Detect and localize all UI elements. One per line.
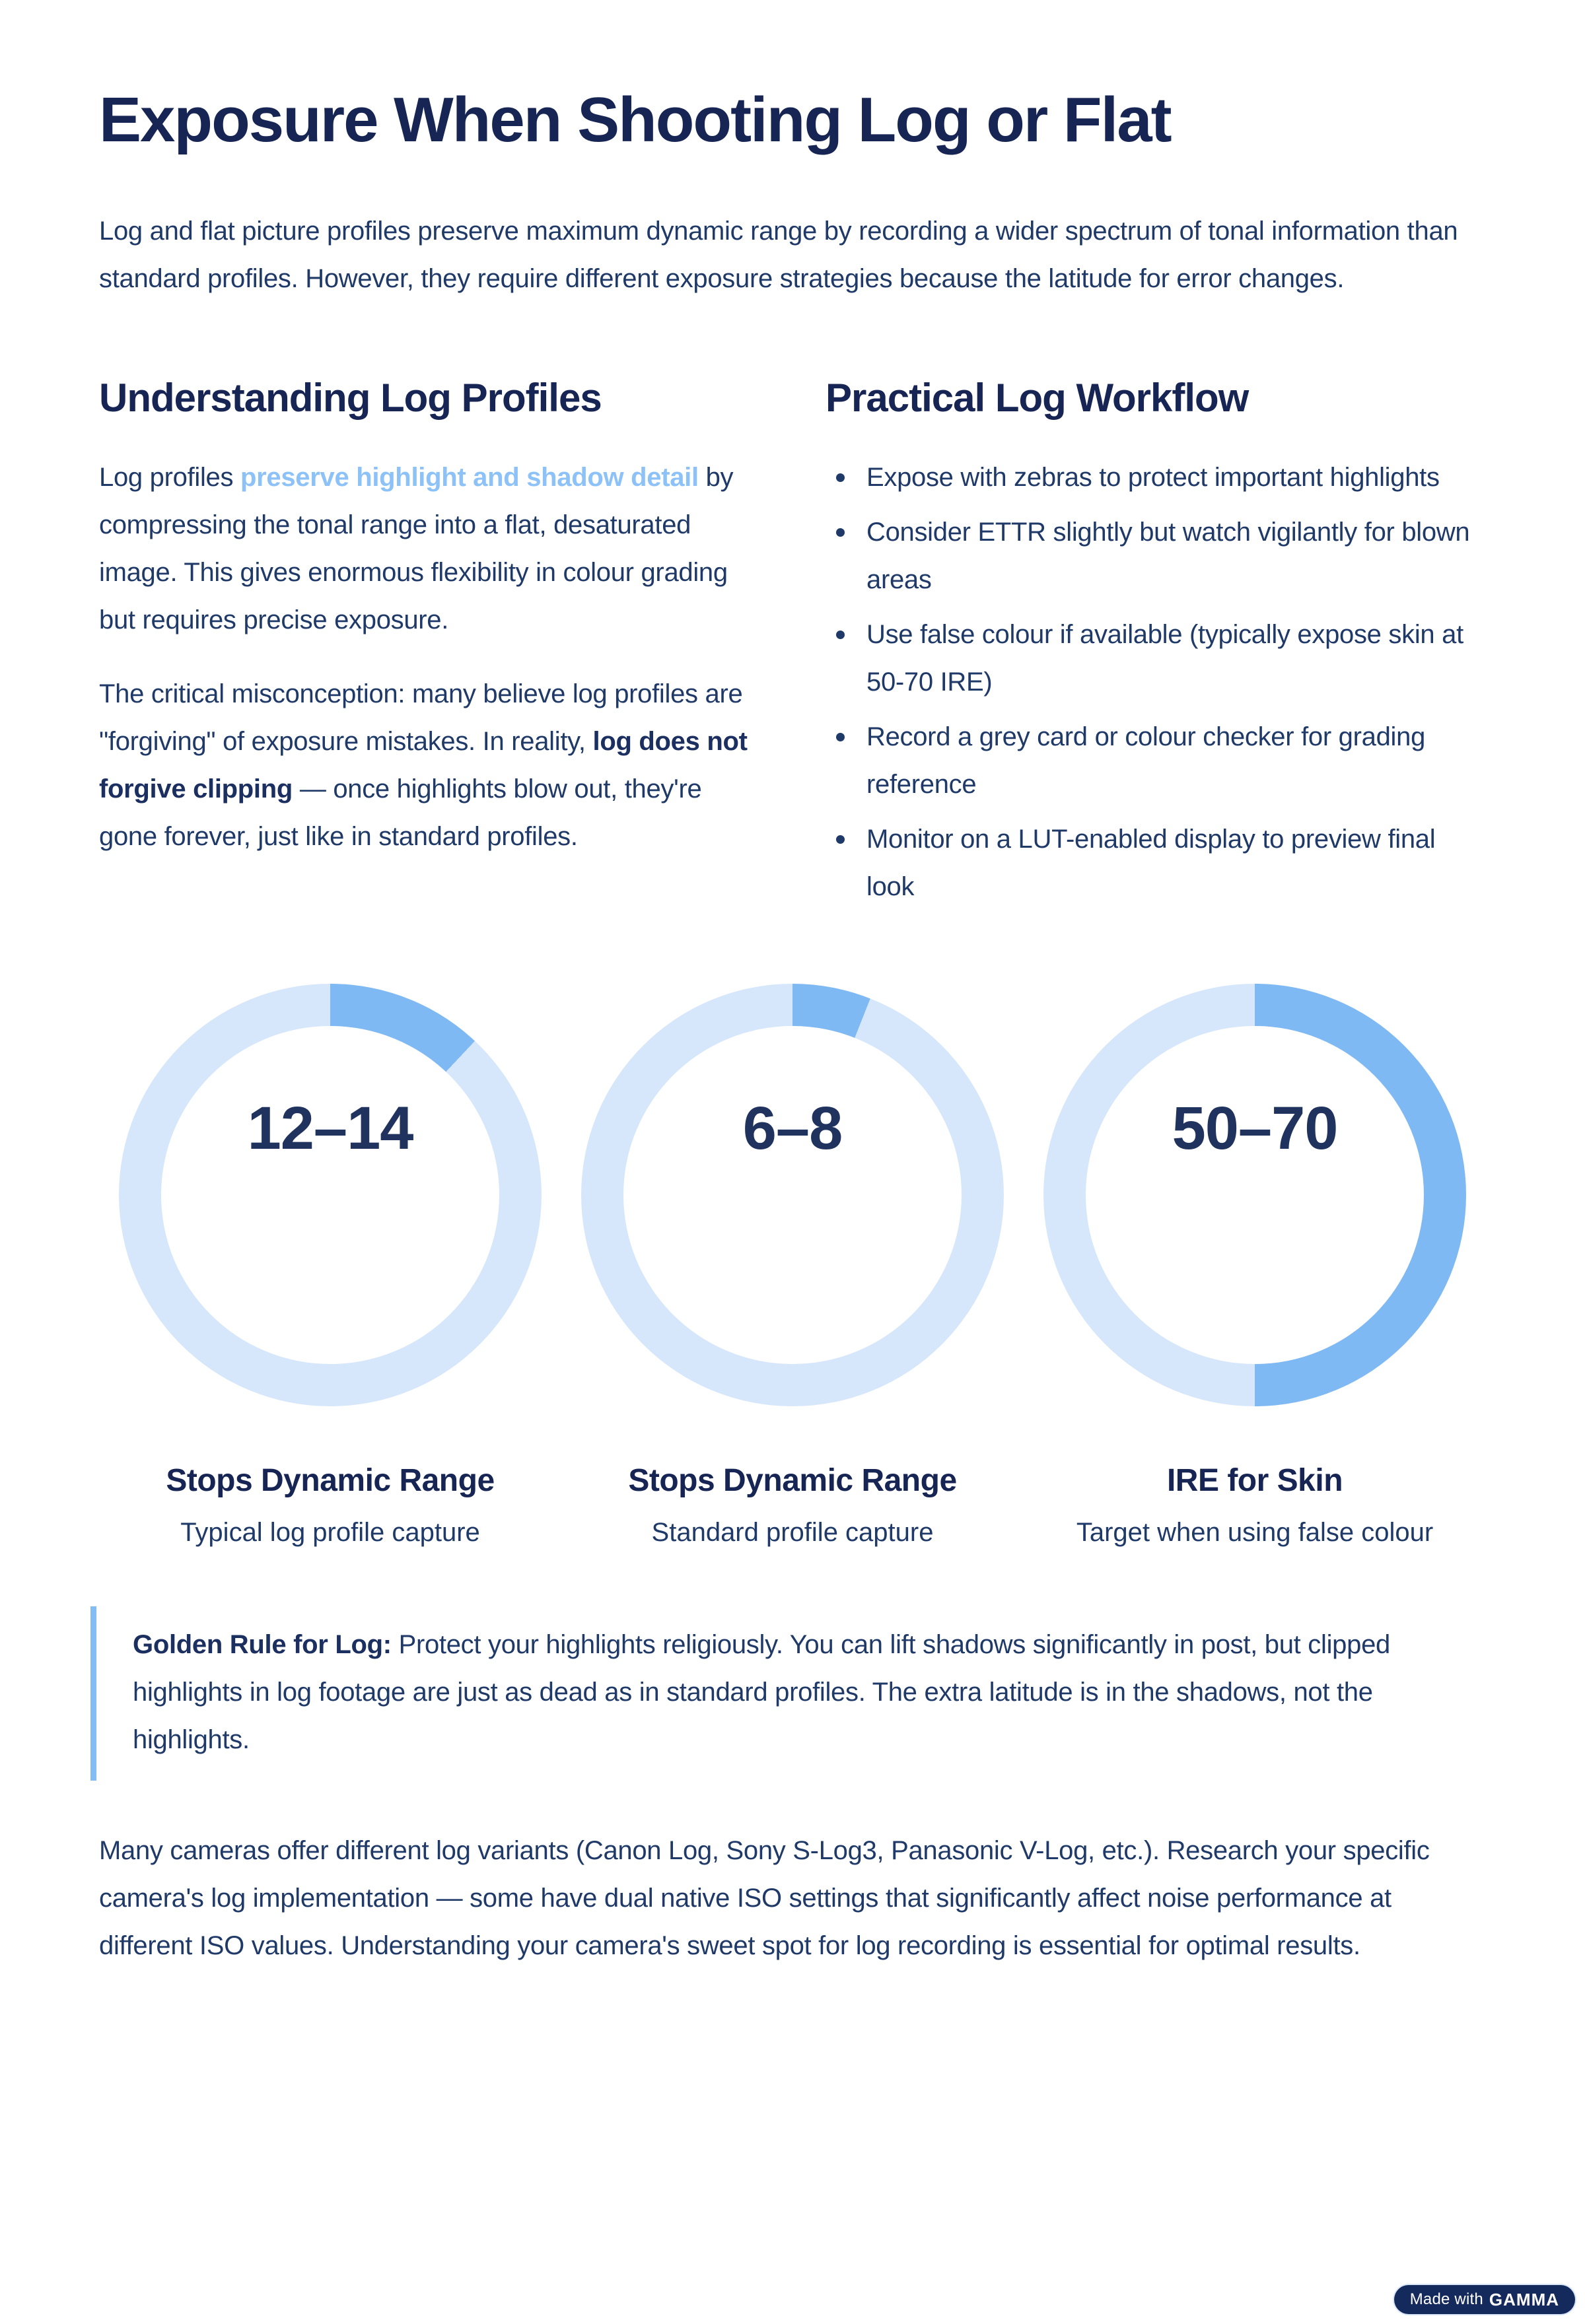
list-item: Expose with zebras to protect important …: [826, 454, 1486, 501]
intro-paragraph: Log and flat picture profiles preserve m…: [99, 216, 1458, 293]
stat-description: Typical log profile capture: [180, 1518, 480, 1548]
callout-lead-in: Golden Rule for Log:: [133, 1630, 392, 1660]
stat-dynamic-range-log: 12–14 Stops Dynamic Range Typical log pr…: [99, 983, 561, 1549]
list-item: Monitor on a LUT-enabled display to prev…: [826, 815, 1486, 910]
list-item: Consider ETTR slightly but watch vigilan…: [826, 508, 1486, 603]
golden-rule-callout: Golden Rule for Log: Protect your highli…: [90, 1606, 1454, 1781]
list-item: Use false colour if available (typically…: [826, 611, 1486, 706]
bold-phrase: log does not forgive clipping: [99, 726, 748, 803]
stat-description: Target when using false colour: [1076, 1518, 1434, 1548]
stat-ire-for-skin: 50–70 IRE for Skin Target when using fal…: [1024, 983, 1486, 1549]
stat-label: Stops Dynamic Range: [166, 1462, 495, 1498]
stat-label: Stops Dynamic Range: [628, 1462, 957, 1498]
paragraph-text: The critical misconception: many believe…: [99, 679, 743, 756]
stat-dynamic-range-standard: 6–8 Stops Dynamic Range Standard profile…: [561, 983, 1024, 1549]
section-practical-log-workflow: Practical Log Workflow Expose with zebra…: [826, 375, 1486, 918]
understanding-paragraph-2: The critical misconception: many believe…: [99, 670, 759, 860]
closing-paragraph: Many cameras offer different log variant…: [99, 1836, 1430, 1961]
page-title: Exposure When Shooting Log or Flat: [99, 85, 1172, 155]
callout-text: Protect your highlights religiously. You…: [133, 1630, 1390, 1755]
donut-stats-row: 12–14 Stops Dynamic Range Typical log pr…: [99, 983, 1486, 1549]
donut-chart-standard-range: 6–8: [581, 983, 1004, 1406]
highlight-shadow-detail-link[interactable]: preserve highlight and shadow detail: [240, 462, 699, 492]
donut-value: 12–14: [247, 1095, 414, 1163]
badge-prefix-label: Made with: [1409, 2290, 1483, 2308]
donut-value: 50–70: [1172, 1095, 1339, 1163]
list-item: Record a grey card or colour checker for…: [826, 713, 1486, 808]
two-column-section: Understanding Log Profiles Log profiles …: [99, 375, 1486, 918]
section-heading-understanding: Understanding Log Profiles: [99, 375, 602, 420]
paragraph-text: — once highlights blow out, they're gone…: [99, 774, 702, 851]
stat-description: Standard profile capture: [651, 1518, 934, 1548]
paragraph-text: Log profiles: [99, 462, 241, 492]
gamma-logo: GAMMA: [1489, 2289, 1559, 2309]
understanding-paragraph-1: Log profiles preserve highlight and shad…: [99, 454, 759, 644]
section-understanding-log-profiles: Understanding Log Profiles Log profiles …: [99, 375, 759, 918]
document-page: Exposure When Shooting Log or Flat Log a…: [0, 85, 1585, 1969]
paragraph-text: by compressing the tonal range into a fl…: [99, 462, 734, 634]
section-heading-workflow: Practical Log Workflow: [826, 375, 1249, 420]
workflow-bullet-list: Expose with zebras to protect important …: [826, 454, 1486, 910]
donut-chart-ire-skin: 50–70: [1043, 983, 1466, 1406]
stat-label: IRE for Skin: [1166, 1462, 1343, 1498]
made-with-gamma-badge[interactable]: Made with GAMMA: [1393, 2285, 1575, 2314]
donut-value: 6–8: [742, 1095, 843, 1163]
donut-chart-log-range: 12–14: [119, 983, 542, 1406]
